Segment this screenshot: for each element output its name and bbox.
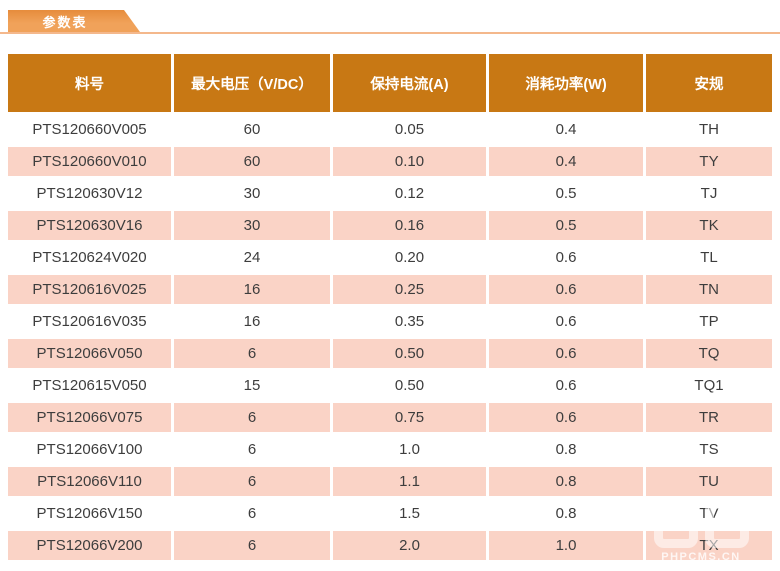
value-cell: 6 [174,339,330,368]
value-cell: 0.35 [333,307,486,336]
table-body: PTS120660V005 60 0.05 0.4 TH PTS120660V010 60 0… [8,115,772,560]
value-cell: 0.50 [333,371,486,400]
value-cell: 2.0 [333,531,486,560]
value-cell: 0.8 [489,499,643,528]
table-row: PTS120660V010 60 0.10 0.4 TY [8,147,772,176]
table-header: 料号 最大电压（V/DC） 保持电流(A) 消耗功率(W) 安规 [8,54,772,112]
value-cell: 0.6 [489,371,643,400]
value-cell: 0.8 [489,435,643,464]
value-cell: 6 [174,435,330,464]
value-cell: TQ [646,339,772,368]
column-header-5: 安规 [646,54,772,112]
column-header-3: 保持电流(A) [333,54,486,112]
value-cell: 0.8 [489,467,643,496]
value-cell: 1.0 [489,531,643,560]
value-cell: TJ [646,179,772,208]
value-cell: TP [646,307,772,336]
value-cell: 1.0 [333,435,486,464]
table-row: PTS120624V020 24 0.20 0.6 TL [8,243,772,272]
value-cell: 16 [174,275,330,304]
value-cell: 6 [174,531,330,560]
value-cell: TN [646,275,772,304]
value-cell: 16 [174,307,330,336]
value-cell: TH [646,115,772,144]
part-number-cell: PTS120660V005 [8,115,171,144]
value-cell: 0.5 [489,211,643,240]
value-cell: 0.4 [489,147,643,176]
part-number-cell: PTS12066V050 [8,339,171,368]
value-cell: 0.6 [489,243,643,272]
value-cell: 1.1 [333,467,486,496]
value-cell: 0.6 [489,307,643,336]
table-row: PTS120660V005 60 0.05 0.4 TH [8,115,772,144]
value-cell: TL [646,243,772,272]
table-row: PTS12066V100 6 1.0 0.8 TS [8,435,772,464]
table-row: PTS12066V075 6 0.75 0.6 TR [8,403,772,432]
part-number-cell: PTS120615V050 [8,371,171,400]
table-row: PTS120615V050 15 0.50 0.6 TQ1 [8,371,772,400]
part-number-cell: PTS120616V035 [8,307,171,336]
value-cell: 6 [174,499,330,528]
value-cell: 0.5 [489,179,643,208]
part-number-cell: PTS12066V100 [8,435,171,464]
column-header-4: 消耗功率(W) [489,54,643,112]
value-cell: 0.10 [333,147,486,176]
part-number-cell: PTS120616V025 [8,275,171,304]
value-cell: 60 [174,115,330,144]
value-cell: 0.50 [333,339,486,368]
value-cell: TX [646,531,772,560]
value-cell: 6 [174,467,330,496]
value-cell: 0.6 [489,339,643,368]
value-cell: 1.5 [333,499,486,528]
value-cell: 6 [174,403,330,432]
section-tab-label: 参数表 [42,14,88,30]
part-number-cell: PTS12066V200 [8,531,171,560]
section-tab-bar: 参数表 [0,10,780,34]
part-number-cell: PTS120624V020 [8,243,171,272]
table-row: PTS120630V16 30 0.16 0.5 TK [8,211,772,240]
value-cell: 0.05 [333,115,486,144]
header-row: 料号 最大电压（V/DC） 保持电流(A) 消耗功率(W) 安规 [8,54,772,112]
value-cell: 0.6 [489,403,643,432]
value-cell: 0.20 [333,243,486,272]
value-cell: 0.75 [333,403,486,432]
table-row: PTS12066V110 6 1.1 0.8 TU [8,467,772,496]
part-number-cell: PTS12066V110 [8,467,171,496]
part-number-cell: PTS12066V075 [8,403,171,432]
part-number-cell: PTS120660V010 [8,147,171,176]
parameters-table: 料号 最大电压（V/DC） 保持电流(A) 消耗功率(W) 安规 PTS120660V0… [5,51,775,563]
value-cell: 0.25 [333,275,486,304]
value-cell: TR [646,403,772,432]
value-cell: 0.4 [489,115,643,144]
section-tab-params: 参数表 [8,10,140,32]
table-row: PTS120616V035 16 0.35 0.6 TP [8,307,772,336]
value-cell: TU [646,467,772,496]
value-cell: 0.12 [333,179,486,208]
value-cell: TY [646,147,772,176]
part-number-cell: PTS12066V150 [8,499,171,528]
column-header-1: 料号 [8,54,171,112]
value-cell: 60 [174,147,330,176]
part-number-cell: PTS120630V12 [8,179,171,208]
table-row: PTS120630V12 30 0.12 0.5 TJ [8,179,772,208]
value-cell: 0.6 [489,275,643,304]
value-cell: TQ1 [646,371,772,400]
table-row: PTS12066V150 6 1.5 0.8 TV [8,499,772,528]
column-header-2: 最大电压（V/DC） [174,54,330,112]
value-cell: 30 [174,179,330,208]
table-row: PTS12066V200 6 2.0 1.0 TX [8,531,772,560]
value-cell: TS [646,435,772,464]
value-cell: 15 [174,371,330,400]
value-cell: TK [646,211,772,240]
value-cell: TV [646,499,772,528]
value-cell: 24 [174,243,330,272]
part-number-cell: PTS120630V16 [8,211,171,240]
value-cell: 30 [174,211,330,240]
value-cell: 0.16 [333,211,486,240]
table-row: PTS12066V050 6 0.50 0.6 TQ [8,339,772,368]
table-row: PTS120616V025 16 0.25 0.6 TN [8,275,772,304]
